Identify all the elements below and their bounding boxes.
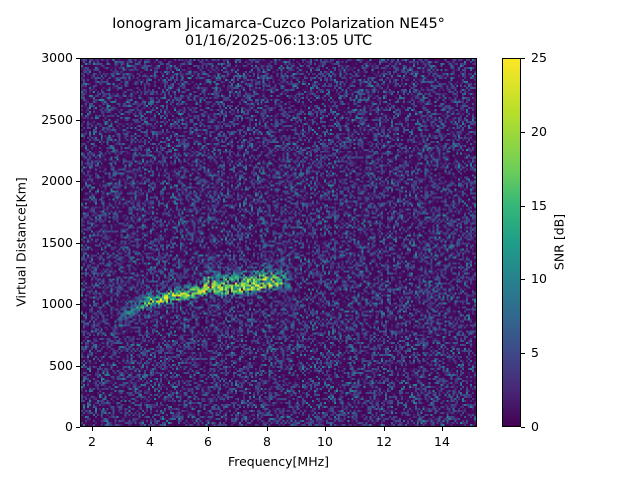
colorbar-tick-mark	[521, 279, 525, 280]
y-tick-label: 0	[65, 419, 73, 434]
colorbar-tick-mark	[521, 58, 525, 59]
ionogram-plot-area	[80, 58, 477, 427]
y-tick-label: 2000	[41, 173, 73, 188]
colorbar-tick-label: 25	[531, 50, 547, 65]
y-tick-label: 500	[49, 358, 73, 373]
x-tick-label: 8	[263, 434, 271, 449]
x-tick-label: 10	[317, 434, 333, 449]
x-tick-label: 12	[376, 434, 392, 449]
colorbar-tick-mark	[521, 132, 525, 133]
colorbar-tick-mark	[521, 353, 525, 354]
colorbar-tick-mark	[521, 427, 525, 428]
chart-title-line1: Ionogram Jicamarca-Cuzco Polarization NE…	[112, 16, 445, 32]
x-tick-mark	[92, 427, 93, 431]
x-tick-mark	[267, 427, 268, 431]
y-axis-title: Virtual Distance[Km]	[13, 177, 29, 307]
colorbar-tick-label: 0	[531, 419, 539, 434]
x-tick-mark	[325, 427, 326, 431]
x-tick-mark	[384, 427, 385, 431]
colorbar-tick-label: 5	[531, 345, 539, 360]
x-tick-mark	[150, 427, 151, 431]
colorbar-title: SNR [dB]	[551, 213, 567, 271]
colorbar-tick-label: 15	[531, 198, 547, 213]
y-tick-label: 1500	[41, 235, 73, 250]
colorbar-tick-mark	[521, 206, 525, 207]
colorbar-tick-label: 10	[531, 271, 547, 286]
y-tick-mark	[76, 58, 80, 59]
x-tick-label: 14	[434, 434, 450, 449]
snr-heatmap	[81, 59, 476, 426]
y-tick-mark	[76, 304, 80, 305]
y-tick-mark	[76, 243, 80, 244]
y-tick-label: 2500	[41, 112, 73, 127]
x-tick-label: 2	[88, 434, 96, 449]
x-tick-label: 4	[146, 434, 154, 449]
y-tick-mark	[76, 427, 80, 428]
x-tick-mark	[442, 427, 443, 431]
chart-title-line2: 01/16/2025-06:13:05 UTC	[184, 33, 373, 49]
y-tick-mark	[76, 181, 80, 182]
colorbar-tick-label: 20	[531, 124, 547, 139]
y-tick-mark	[76, 120, 80, 121]
colorbar	[502, 58, 521, 427]
x-axis-title: Frequency[MHz]	[227, 454, 330, 469]
x-tick-label: 6	[204, 434, 212, 449]
y-tick-label: 3000	[41, 50, 73, 65]
y-tick-mark	[76, 366, 80, 367]
chart-title: Ionogram Jicamarca-Cuzco Polarization NE…	[80, 16, 477, 50]
y-tick-label: 1000	[41, 296, 73, 311]
x-tick-mark	[208, 427, 209, 431]
